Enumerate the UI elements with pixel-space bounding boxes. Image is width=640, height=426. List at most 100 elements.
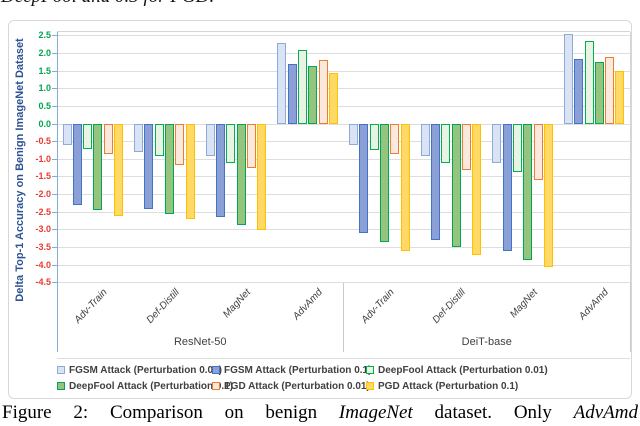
y-axis-tick xyxy=(52,70,57,72)
category-label: Def-Distill xyxy=(430,287,468,326)
bar xyxy=(216,124,226,218)
gridline xyxy=(57,35,630,37)
y-tick-label: 1.0 xyxy=(38,83,51,94)
caption-text-segment: Figure 2: Comparison on benign xyxy=(2,402,339,423)
caption-italic-segment: AdvAmd xyxy=(573,402,638,423)
legend-swatch xyxy=(57,382,65,390)
y-tick-label: -1.0 xyxy=(35,153,51,164)
bar xyxy=(83,124,93,149)
bar xyxy=(379,124,389,243)
y-axis-tick xyxy=(52,211,57,213)
y-axis-tick xyxy=(52,194,57,196)
category-label: Adv-Train xyxy=(359,287,397,326)
y-tick-label: -0.5 xyxy=(35,136,51,147)
bar xyxy=(93,124,103,211)
bar xyxy=(318,60,328,124)
bar xyxy=(390,124,400,154)
category-axis-bottom-line xyxy=(57,358,630,359)
gridline xyxy=(57,246,630,248)
bar xyxy=(144,124,154,209)
gridline xyxy=(57,264,630,266)
bar xyxy=(615,71,625,124)
bar xyxy=(512,124,522,172)
bar xyxy=(328,72,338,124)
bar xyxy=(62,124,72,146)
gridline xyxy=(57,88,630,90)
y-axis-tick xyxy=(52,88,57,90)
y-tick-label: -2.5 xyxy=(35,206,51,217)
gridline xyxy=(57,52,630,54)
gridline xyxy=(57,70,630,72)
clipped-body-text-line: DeepFool and 0.3 for PGD. xyxy=(1,0,214,8)
category-label: MagNet xyxy=(221,287,254,321)
bar xyxy=(523,124,533,260)
gridline xyxy=(57,194,630,196)
gridline xyxy=(57,123,630,125)
y-axis-tick xyxy=(52,35,57,37)
y-tick-label: 2.5 xyxy=(38,30,51,41)
bar xyxy=(451,124,461,248)
bar xyxy=(605,56,615,124)
gridline xyxy=(57,282,630,284)
section-separator xyxy=(343,283,344,352)
y-tick-label: -1.5 xyxy=(35,171,51,182)
bar xyxy=(247,124,256,169)
bar xyxy=(420,124,430,156)
section-label: ResNet-50 xyxy=(173,336,227,348)
bar xyxy=(308,65,318,124)
bar xyxy=(430,124,440,241)
bar xyxy=(277,42,287,124)
bar xyxy=(359,124,369,234)
bar xyxy=(257,124,267,230)
y-axis-tick xyxy=(52,264,57,266)
category-label: AdvAmd xyxy=(577,287,612,323)
bar xyxy=(594,62,604,124)
bar xyxy=(543,124,553,267)
gridline xyxy=(57,105,630,107)
y-tick-label: -2.0 xyxy=(35,189,51,200)
y-axis-tick xyxy=(52,282,57,284)
y-tick-label: 1.5 xyxy=(38,65,51,76)
y-axis-tick xyxy=(52,141,57,143)
y-axis-tick xyxy=(52,52,57,54)
bar xyxy=(72,124,82,206)
bar xyxy=(185,124,195,220)
bar xyxy=(154,124,164,156)
legend-swatch xyxy=(366,366,374,374)
bar xyxy=(226,124,236,163)
gridline xyxy=(57,158,630,160)
y-tick-label: -4.0 xyxy=(35,259,51,270)
y-axis-tick xyxy=(52,105,57,107)
bar xyxy=(103,124,113,154)
category-label: Adv-Train xyxy=(72,287,110,326)
bar xyxy=(492,124,502,163)
plot-top-border xyxy=(57,31,630,32)
bar xyxy=(287,64,297,124)
bar xyxy=(114,124,124,216)
category-label: Def-Distill xyxy=(144,287,182,326)
section-separator xyxy=(630,283,631,352)
y-axis-tick xyxy=(52,246,57,248)
bar xyxy=(134,124,144,153)
y-tick-label: -3.0 xyxy=(35,224,51,235)
plot-right-border xyxy=(630,32,631,283)
bar xyxy=(175,124,185,165)
gridline xyxy=(57,176,630,178)
bar xyxy=(165,124,175,214)
caption-text-segment: dataset. Only xyxy=(412,402,574,423)
y-axis-tick xyxy=(52,229,57,231)
bar xyxy=(349,124,359,146)
y-tick-label: -4.5 xyxy=(35,277,51,288)
bar xyxy=(400,124,410,251)
legend-swatch xyxy=(212,366,220,374)
y-tick-label: -3.5 xyxy=(35,241,51,252)
bar xyxy=(236,124,246,225)
y-tick-label: 0.5 xyxy=(38,100,51,111)
bar xyxy=(574,58,584,124)
y-tick-label: 2.0 xyxy=(38,47,51,58)
legend-label: FGSM Attack (Perturbation 0.1) xyxy=(224,365,372,376)
y-axis-tick xyxy=(52,176,57,178)
bar xyxy=(461,124,471,170)
